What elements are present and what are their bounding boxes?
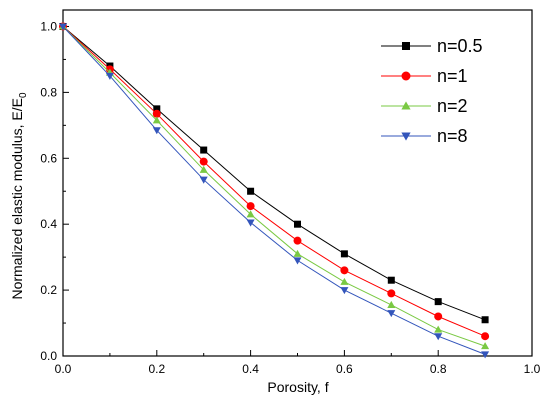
legend-entry: n=0.5 <box>381 36 483 56</box>
legend: n=0.5 n=1 n=2 n=8 <box>381 36 483 146</box>
x-tick-label: 0.4 <box>242 362 259 376</box>
y-tick-label: 0.0 <box>40 349 57 363</box>
data-point <box>434 325 443 333</box>
legend-entry: n=8 <box>381 126 468 146</box>
data-point <box>340 287 349 295</box>
series-layer <box>58 22 490 359</box>
data-point <box>152 116 161 124</box>
x-tick-label: 0.8 <box>430 362 447 376</box>
data-point <box>434 312 443 321</box>
x-tick-label: 0.6 <box>336 362 353 376</box>
data-point <box>401 71 411 81</box>
data-point <box>481 351 490 359</box>
data-point <box>481 316 489 324</box>
series-3 <box>58 22 490 350</box>
x-tick-label: 1.0 <box>524 362 541 376</box>
data-point <box>152 127 161 135</box>
legend-entry: n=2 <box>381 96 468 116</box>
legend-entry: n=1 <box>381 66 468 86</box>
data-point <box>387 276 395 284</box>
data-point <box>200 146 208 154</box>
data-point <box>401 132 411 141</box>
data-point <box>340 250 348 258</box>
x-axis-label: Porosity, f <box>267 379 328 395</box>
data-point <box>246 202 255 211</box>
data-point <box>340 266 349 275</box>
data-point <box>105 72 114 80</box>
data-point <box>199 165 208 173</box>
x-axis: 0.0 0.2 0.4 0.6 0.8 1.0 <box>55 350 541 376</box>
data-point <box>58 23 68 31</box>
x-tick-label: 0.2 <box>148 362 165 376</box>
data-point <box>294 220 301 228</box>
legend-label: n=1 <box>437 66 468 86</box>
x-tick-label: 0.0 <box>55 362 72 376</box>
y-tick-label: 0.4 <box>40 217 57 231</box>
data-point <box>387 300 396 308</box>
data-point <box>481 332 490 341</box>
plot-frame <box>62 9 533 357</box>
data-point <box>434 298 442 306</box>
series-line <box>62 26 486 337</box>
y-axis-label: Normalized elastic modulus, E/E0 <box>9 92 29 300</box>
legend-label: n=2 <box>437 96 468 116</box>
series-4 <box>58 23 490 359</box>
legend-label: n=8 <box>437 126 468 146</box>
data-point <box>293 236 302 245</box>
data-point <box>152 109 161 118</box>
data-point <box>434 333 443 341</box>
data-point <box>246 210 255 218</box>
data-point <box>481 342 490 350</box>
series-line <box>62 26 486 347</box>
data-point <box>293 249 302 257</box>
data-point <box>247 187 255 195</box>
y-tick-label: 0.8 <box>40 85 57 99</box>
y-tick-label: 0.2 <box>40 283 57 297</box>
plot-border <box>62 9 533 357</box>
series-line <box>62 26 486 321</box>
y-tick-label: 0.6 <box>40 151 57 165</box>
data-point <box>199 176 208 184</box>
series-2 <box>59 22 490 341</box>
data-point <box>387 310 396 318</box>
data-point <box>199 157 208 166</box>
data-point <box>340 277 349 285</box>
data-point <box>293 257 302 265</box>
series-1 <box>59 22 489 324</box>
data-point <box>401 101 411 110</box>
data-point <box>387 289 396 298</box>
data-point <box>246 219 255 227</box>
y-axis: 0.0 0.2 0.4 0.6 0.8 1.0 <box>40 19 69 363</box>
legend-label: n=0.5 <box>437 36 483 56</box>
y-tick-label: 1.0 <box>40 19 57 33</box>
data-point <box>402 42 410 50</box>
data-point <box>153 105 161 113</box>
series-line <box>62 26 486 355</box>
